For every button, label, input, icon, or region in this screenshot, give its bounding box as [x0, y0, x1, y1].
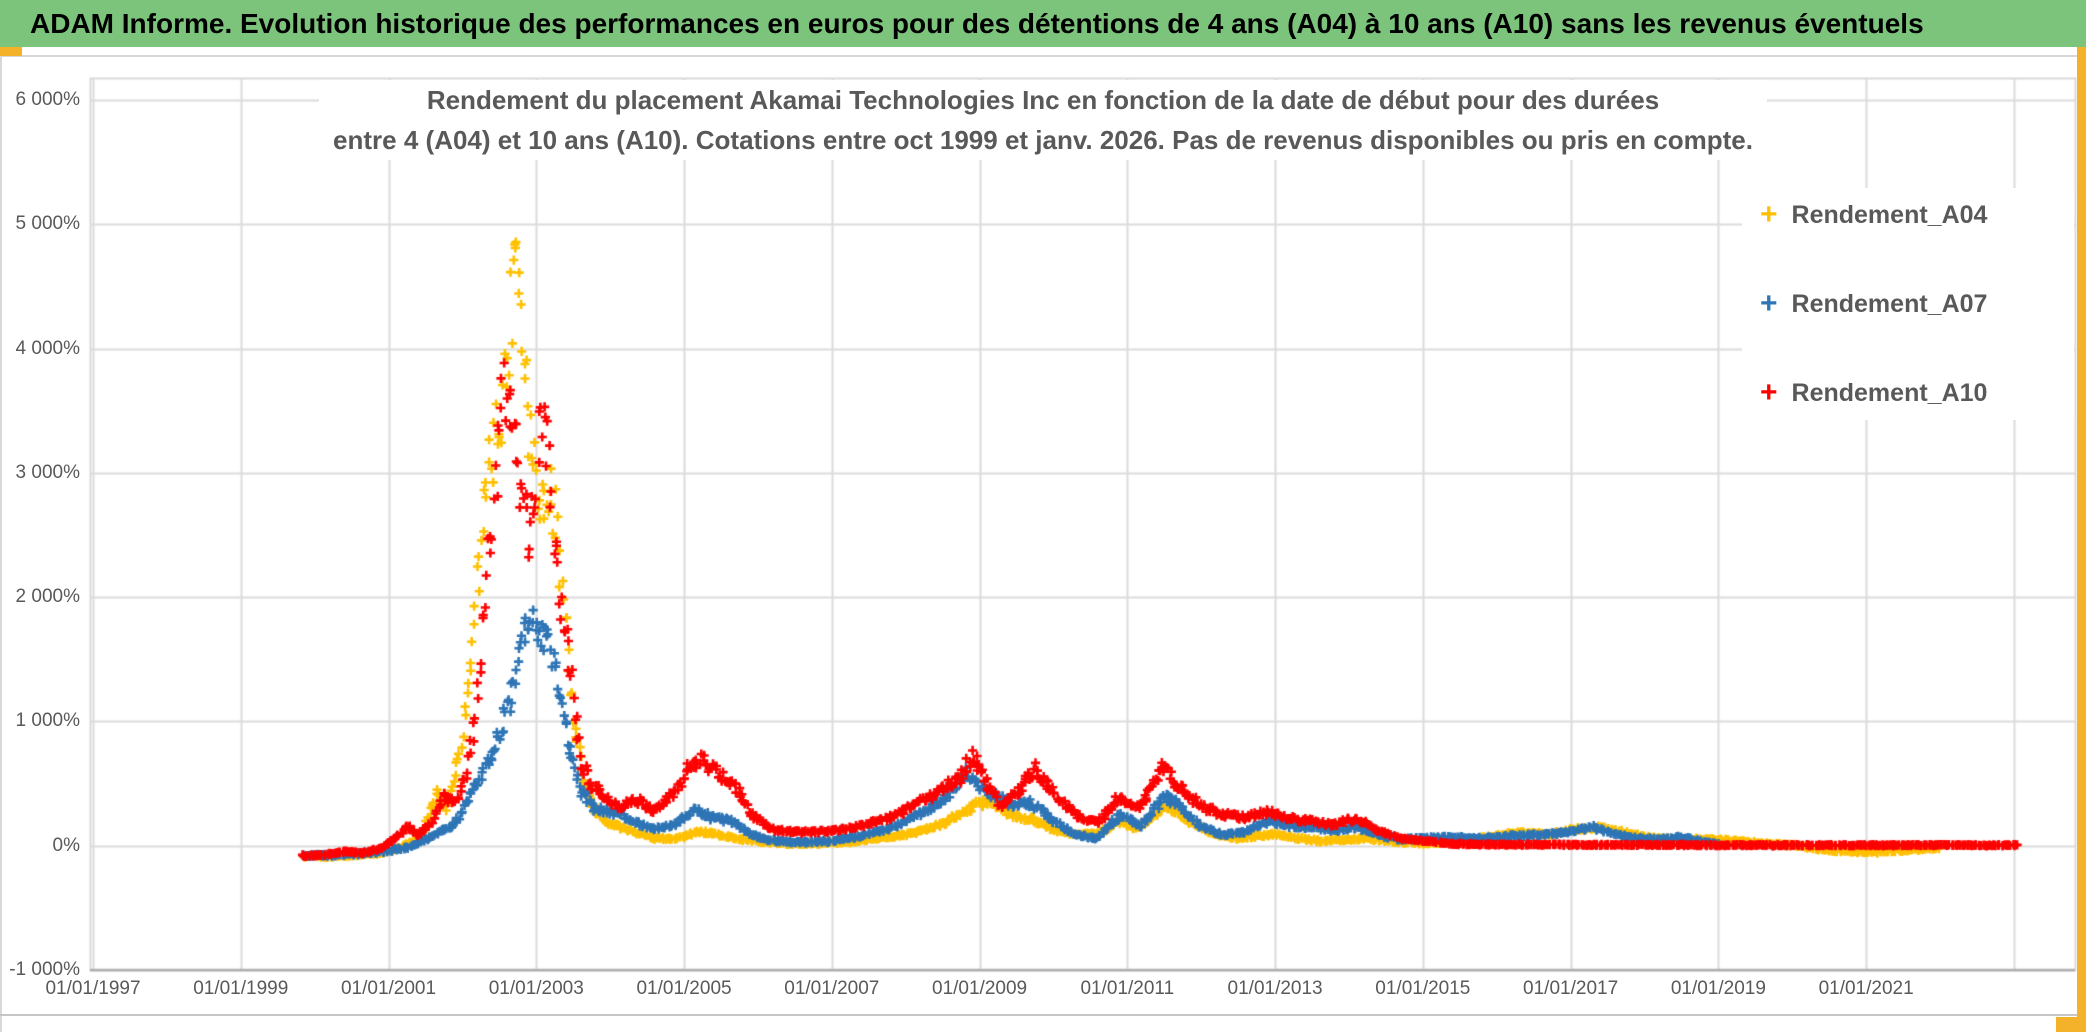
x-axis-tick-label: 01/01/2021	[1818, 978, 1914, 999]
x-axis-tick-label: 01/01/2011	[1080, 978, 1175, 999]
y-axis-tick-label: 5 000%	[15, 213, 80, 235]
x-axis-tick-label: 01/01/2003	[488, 978, 584, 999]
x-axis-tick-label: 01/01/1999	[193, 978, 289, 999]
y-axis-tick-label: 1 000%	[15, 710, 80, 732]
legend-label: Rendement_A07	[1791, 289, 1988, 318]
chart-title-line2: entre 4 (A04) et 10 ans (A10). Cotations…	[333, 125, 1753, 155]
x-axis-tick-label: 01/01/2009	[932, 978, 1028, 999]
y-axis-tick-label: 6 000%	[15, 88, 80, 110]
y-axis-tick-label: 4 000%	[15, 337, 80, 359]
x-axis-tick-label: 01/01/2005	[636, 978, 732, 999]
x-axis-tick-label: 01/01/2013	[1227, 978, 1323, 999]
y-axis-tick-label: 0%	[52, 834, 80, 856]
legend-entry-rendement_a07[interactable]: + Rendement_A07	[1742, 289, 2074, 319]
y-axis-tick-label: 3 000%	[15, 461, 80, 483]
legend-entry-rendement_a10[interactable]: + Rendement_A10	[1742, 378, 2074, 408]
y-axis-tick-label: 2 000%	[15, 586, 80, 608]
x-axis-tick-label: 01/01/2007	[784, 978, 880, 999]
x-axis-tick-label: 01/01/2019	[1670, 978, 1766, 999]
y-axis-tick-label: -1 000%	[9, 959, 80, 981]
legend-plus-marker-icon: +	[1760, 376, 1778, 409]
legend-label: Rendement_A04	[1791, 200, 1988, 229]
legend-plus-marker-icon: +	[1760, 287, 1778, 320]
x-axis-tick-label: 01/01/2001	[340, 978, 437, 999]
legend-plus-marker-icon: +	[1760, 198, 1778, 231]
chart-title: Rendement du placement Akamai Technologi…	[319, 80, 1767, 160]
x-axis-tick-label: 01/01/1997	[45, 978, 141, 999]
x-axis-tick-label: 01/01/2017	[1523, 978, 1619, 999]
legend-label: Rendement_A10	[1791, 378, 1988, 407]
chart-title-line1: Rendement du placement Akamai Technologi…	[426, 85, 1660, 115]
legend-entry-rendement_a04[interactable]: + Rendement_A04	[1742, 200, 2074, 230]
x-axis-tick-label: 01/01/2015	[1375, 978, 1471, 999]
chart-legend: + Rendement_A04 + Rendement_A07 + Rendement_A…	[1742, 188, 2074, 420]
